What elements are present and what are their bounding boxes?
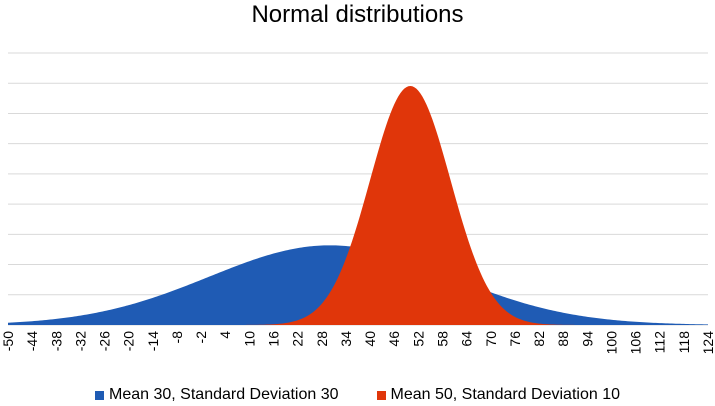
x-tick-label: 4 (217, 331, 233, 339)
x-tick-label: 118 (676, 331, 692, 354)
x-tick-label: 106 (628, 331, 644, 355)
legend-item: Mean 50, Standard Deviation 10 (376, 384, 620, 406)
x-tick-label: 22 (290, 331, 306, 347)
legend-label: Mean 50, Standard Deviation 10 (390, 386, 620, 403)
legend-label: Mean 30, Standard Deviation 30 (109, 386, 339, 403)
x-tick-label: -14 (145, 331, 161, 351)
x-tick-label: 28 (314, 331, 330, 347)
x-tick-label: 34 (338, 331, 354, 347)
x-tick-label: 94 (579, 331, 595, 347)
series-layer (8, 86, 708, 325)
x-tick-label: -26 (97, 331, 113, 351)
legend-item: Mean 30, Standard Deviation 30 (95, 384, 339, 406)
legend: Mean 30, Standard Deviation 30 Mean 50, … (0, 384, 715, 406)
x-tick-label: 16 (266, 331, 282, 347)
x-tick-label: -2 (193, 331, 209, 344)
legend-swatch (376, 390, 386, 400)
x-tick-label: -44 (24, 331, 40, 351)
x-tick-label: 100 (603, 331, 619, 355)
series-area-1 (8, 86, 708, 325)
x-tick-label: 88 (555, 331, 571, 347)
legend-swatch (95, 390, 105, 400)
x-tick-label: -38 (48, 331, 64, 351)
x-tick-label: 40 (362, 331, 378, 347)
x-tick-labels: -50 -44 -38 -32 -26 -20 -14 -8 -2 4 10 16 22 28 34 40 46… (0, 331, 715, 355)
x-tick-label: 64 (459, 331, 475, 347)
x-tick-label: -50 (0, 331, 16, 351)
x-tick-label: 46 (386, 331, 402, 347)
x-tick-label: -8 (169, 331, 185, 344)
x-tick-label: -20 (121, 331, 137, 351)
x-tick-label: 70 (483, 331, 499, 347)
chart-title: Normal distributions (251, 1, 464, 28)
x-tick-label: 124 (700, 331, 715, 355)
x-tick-label: 76 (507, 331, 523, 347)
x-tick-label: 52 (410, 331, 426, 347)
x-tick-label: -32 (72, 331, 88, 351)
x-tick-label: 82 (531, 331, 547, 347)
x-tick-label: 10 (241, 331, 257, 347)
x-tick-label: 112 (652, 331, 668, 354)
x-tick-label: 58 (434, 331, 450, 347)
